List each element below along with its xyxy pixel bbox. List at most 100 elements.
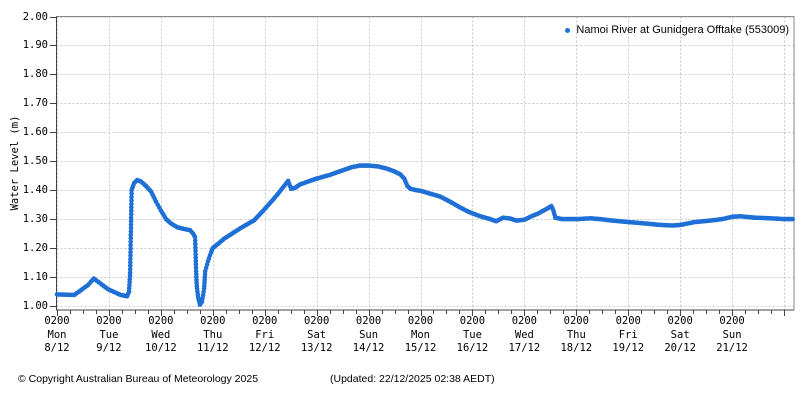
- x-tick-time: 0200: [667, 315, 693, 327]
- data-point: [128, 212, 134, 217]
- x-tick-time: 0200: [355, 315, 382, 327]
- y-tick-label: 2.00: [22, 10, 48, 23]
- x-tick-label: 0200 Sat 13/12: [289, 315, 345, 356]
- tick-marks: [50, 17, 785, 316]
- data-point: [193, 255, 198, 260]
- x-tick-time: 0200: [615, 315, 641, 327]
- x-tick-day: Tue: [462, 328, 482, 341]
- x-tick-date: 17/12: [508, 342, 541, 354]
- x-tick-time: 0200: [44, 315, 70, 327]
- data-point: [193, 265, 199, 271]
- x-tick-day: Fri: [255, 328, 275, 341]
- data-point: [193, 245, 198, 250]
- x-tick-date: 15/12: [404, 342, 437, 354]
- x-tick-day: Mon: [411, 328, 430, 341]
- x-tick-time: 0200: [719, 315, 745, 327]
- x-tick-time: 0200: [407, 315, 434, 327]
- y-tick-label: 1.50: [22, 155, 48, 168]
- data-point: [192, 234, 198, 240]
- data-point: [193, 241, 198, 247]
- x-tick-label: 0200 Thu 11/12: [185, 315, 241, 356]
- data-point: [128, 229, 134, 234]
- x-tick-date: 12/12: [248, 342, 281, 354]
- data-point: [127, 267, 133, 272]
- x-tick-day: Wed: [151, 328, 171, 341]
- x-tick-label: 0200 Fri 12/12: [237, 315, 293, 356]
- plot-border: [56, 16, 795, 311]
- data-point: [193, 262, 199, 267]
- gridlines: [56, 16, 794, 310]
- data-point: [128, 253, 133, 258]
- x-tick-date: 10/12: [145, 342, 177, 354]
- data-point: [129, 201, 134, 207]
- x-tick-date: 21/12: [716, 342, 748, 354]
- legend-series-dot-icon: [565, 27, 571, 33]
- x-tick-day: Sun: [722, 328, 742, 341]
- x-tick-day: Sun: [359, 328, 379, 341]
- x-tick-day: Sat: [307, 328, 327, 341]
- x-tick-date: 11/12: [196, 342, 229, 354]
- x-tick-date: 18/12: [560, 342, 593, 354]
- x-tick-day: Sat: [670, 328, 690, 341]
- x-tick-label: 0200 Tue 9/12: [81, 315, 137, 356]
- x-tick-label: 0200 Wed 10/12: [133, 315, 189, 356]
- data-point: [128, 256, 133, 262]
- data-point: [128, 260, 133, 265]
- x-tick-date: 14/12: [352, 342, 385, 354]
- data-point: [128, 263, 133, 269]
- x-tick-day: Thu: [203, 328, 223, 341]
- y-tick-label: 1.00: [22, 300, 48, 312]
- axes: [55, 16, 794, 311]
- x-tick-time: 0200: [511, 315, 537, 327]
- data-point: [127, 270, 133, 276]
- data-point: [128, 239, 133, 245]
- y-tick-label: 1.90: [22, 39, 48, 52]
- y-tick-label: 1.30: [22, 213, 48, 226]
- x-tick-time: 0200: [252, 315, 278, 327]
- data-point: [129, 205, 134, 210]
- y-tick-label: 1.70: [22, 97, 48, 110]
- data-point: [129, 208, 134, 214]
- x-tick-time: 0200: [459, 315, 486, 327]
- x-tick-date: 8/12: [44, 342, 70, 354]
- x-tick-day: Wed: [514, 328, 534, 341]
- x-tick-label: 0200 Tue 16/12: [444, 315, 500, 356]
- x-tick-date: 19/12: [612, 342, 645, 354]
- x-tick-time: 0200: [303, 315, 330, 327]
- x-tick-time: 0200: [96, 315, 122, 327]
- data-point: [790, 216, 795, 222]
- data-series-dots: [54, 163, 795, 307]
- legend: Namoi River at Gunidgera Offtake (553009…: [565, 24, 789, 36]
- data-point: [193, 258, 199, 264]
- x-tick-day: Thu: [566, 328, 586, 341]
- y-axis-title: Water Level (m): [9, 115, 21, 211]
- y-tick-label: 1.40: [22, 184, 48, 197]
- x-tick-date: 16/12: [456, 342, 489, 354]
- data-point: [128, 236, 134, 241]
- data-point: [128, 249, 133, 255]
- data-point: [129, 198, 134, 203]
- x-tick-label: 0200 Sat 20/12: [652, 315, 708, 356]
- x-tick-time: 0200: [200, 315, 226, 327]
- data-point: [128, 242, 133, 248]
- data-point: [193, 248, 198, 254]
- data-point: [128, 215, 134, 220]
- footer-updated-timestamp: (Updated: 22/12/2025 02:38 AEDT): [330, 373, 495, 385]
- y-tick-label: 1.60: [22, 126, 48, 139]
- x-tick-label: 0200 Sun 14/12: [341, 315, 397, 356]
- x-tick-time: 0200: [148, 315, 174, 327]
- data-point: [128, 225, 134, 231]
- data-point: [129, 194, 134, 200]
- data-point: [193, 251, 198, 257]
- data-point: [192, 238, 198, 243]
- data-point: [129, 191, 134, 196]
- data-point: [128, 246, 133, 251]
- x-tick-label: 0200 Wed 17/12: [496, 315, 552, 356]
- data-point: [128, 218, 134, 224]
- x-tick-label: 0200 Mon 8/12: [29, 315, 85, 356]
- x-tick-label: 0200 Fri 19/12: [600, 315, 656, 356]
- x-tick-label: 0200 Thu 18/12: [548, 315, 604, 356]
- legend-series-label: Namoi River at Gunidgera Offtake (553009…: [576, 24, 789, 36]
